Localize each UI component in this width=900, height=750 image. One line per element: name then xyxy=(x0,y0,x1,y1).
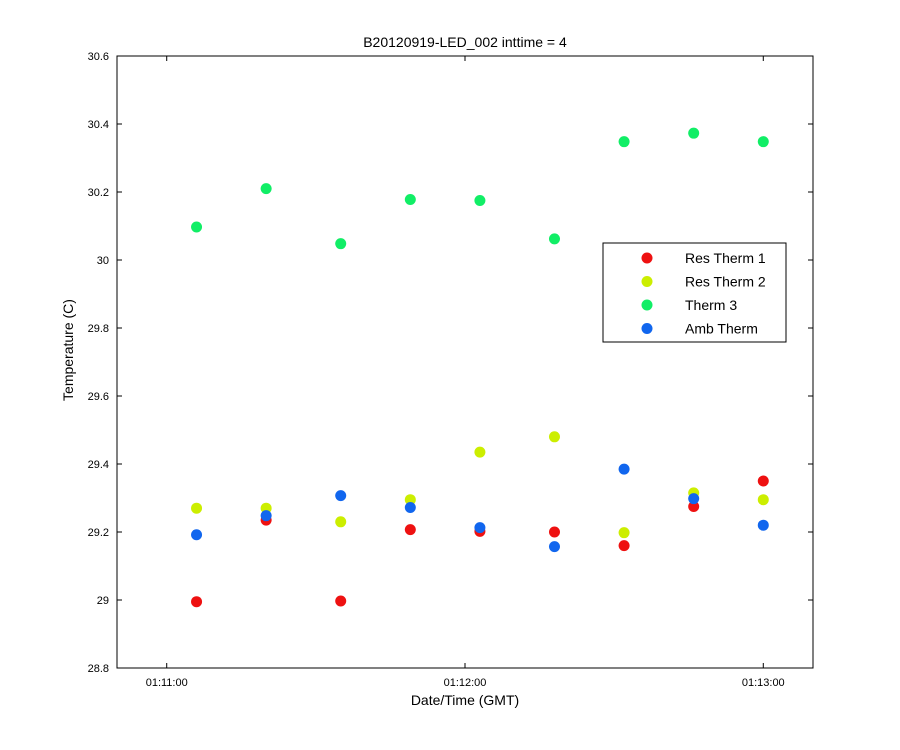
x-tick-label: 01:11:00 xyxy=(146,677,188,689)
point-res-therm-1 xyxy=(688,501,700,512)
point-amb-therm xyxy=(335,490,347,502)
point-res-therm-1 xyxy=(618,540,630,552)
chart-title: B20120919-LED_002 inttime = 4 xyxy=(363,34,567,50)
y-tick-label: 30.4 xyxy=(88,119,109,131)
x-tick-label: 01:12:00 xyxy=(444,677,487,689)
point-amb-therm xyxy=(548,541,560,553)
point-res-therm-2 xyxy=(335,516,347,528)
point-res-therm-2 xyxy=(404,494,416,506)
y-tick-label: 30.2 xyxy=(88,187,109,199)
point-res-therm-1 xyxy=(404,524,416,536)
point-therm-3 xyxy=(618,136,630,148)
legend-label: Res Therm 2 xyxy=(685,274,766,290)
legend-label: Therm 3 xyxy=(685,297,737,313)
x-tick-label: 01:13:00 xyxy=(742,677,785,689)
point-res-therm-1 xyxy=(757,475,769,487)
y-tick-label: 29.6 xyxy=(88,391,109,403)
data-points xyxy=(191,127,769,608)
x-axis-label: Date/Time (GMT) xyxy=(411,692,519,708)
point-amb-therm xyxy=(474,522,486,534)
point-amb-therm xyxy=(260,510,272,522)
point-amb-therm xyxy=(688,493,700,505)
y-axis-ticks: 28.8 29 29.2 29.4 29.6 29.8 30 30.2 30.4 30.6 xyxy=(88,51,813,675)
point-res-therm-1 xyxy=(548,526,560,538)
point-therm-3 xyxy=(191,221,203,233)
point-res-therm-2 xyxy=(548,431,560,443)
point-amb-therm xyxy=(618,463,630,475)
y-axis-label: Temperature (C) xyxy=(60,299,76,401)
point-therm-3 xyxy=(404,193,416,205)
legend-box xyxy=(602,242,787,343)
point-therm-3 xyxy=(474,195,486,206)
point-therm-3 xyxy=(757,136,769,148)
point-amb-therm xyxy=(757,519,769,531)
point-res-therm-2 xyxy=(474,446,486,458)
point-amb-therm xyxy=(191,529,203,541)
plot-area xyxy=(116,55,814,669)
y-tick-label: 29.2 xyxy=(88,527,109,539)
legend-label: Amb Therm xyxy=(685,321,758,337)
legend-marker xyxy=(641,276,653,287)
legend-label: Res Therm 1 xyxy=(685,250,766,266)
legend-marker xyxy=(641,299,653,311)
point-res-therm-2 xyxy=(191,502,203,514)
point-therm-3 xyxy=(688,127,700,139)
point-res-therm-1 xyxy=(191,596,203,608)
point-therm-3 xyxy=(548,233,560,245)
y-tick-label: 30 xyxy=(97,255,109,267)
legend: Res Therm 1 Res Therm 2 Therm 3 Amb Therm xyxy=(602,242,787,343)
point-res-therm-1 xyxy=(335,595,347,607)
legend-marker xyxy=(641,323,653,334)
point-res-therm-2 xyxy=(757,494,769,506)
x-axis-ticks: 01:11:00 01:12:00 01:13:00 xyxy=(146,56,785,689)
point-amb-therm xyxy=(404,502,416,514)
y-tick-label: 29 xyxy=(97,595,109,607)
y-tick-label: 28.8 xyxy=(88,663,109,675)
y-tick-label: 29.4 xyxy=(88,459,109,471)
point-res-therm-2 xyxy=(618,527,630,539)
point-therm-3 xyxy=(260,183,272,195)
legend-marker xyxy=(641,252,653,264)
point-therm-3 xyxy=(335,238,347,250)
y-tick-label: 30.6 xyxy=(88,51,109,63)
y-tick-label: 29.8 xyxy=(88,323,109,335)
